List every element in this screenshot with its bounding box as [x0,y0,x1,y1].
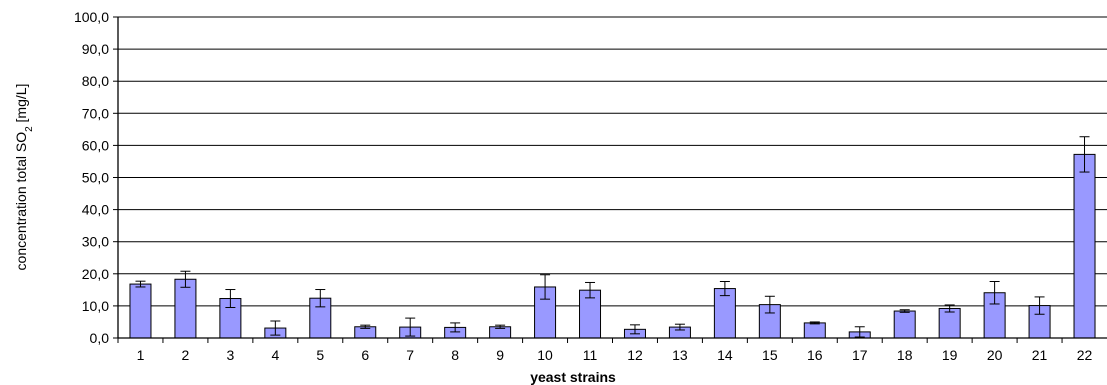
x-tick-label: 15 [762,347,778,363]
x-tick-label: 18 [897,347,913,363]
error-bar-strain-2 [180,270,191,288]
x-tick-label: 16 [807,347,823,363]
bars [129,153,1096,339]
error-bars [135,136,1090,338]
x-axis-title: yeast strains [530,369,616,385]
y-tick-label: 80,0 [82,73,109,89]
x-tick-label: 10 [537,347,553,363]
error-bar-strain-8 [450,322,461,333]
x-tick-label: 7 [406,347,414,363]
error-bar-strain-20 [989,281,1000,305]
x-tick-label: 22 [1077,347,1093,363]
error-bar-strain-13 [674,323,685,331]
error-bar-strain-14 [719,281,730,297]
x-tick-label: 9 [496,347,504,363]
error-bar-strain-9 [495,324,506,329]
x-tick-label: 11 [583,347,598,363]
x-tick-label: 6 [361,347,369,363]
x-tick-label: 13 [672,347,688,363]
y-tick-label: 0,0 [90,330,110,346]
x-tick-label: 1 [137,347,145,363]
bar-strain-19 [938,307,961,339]
x-tick-label: 5 [316,347,324,363]
error-bar-strain-21 [1034,296,1045,315]
error-bar-strain-3 [225,289,236,309]
bar-strain-1 [129,283,152,339]
x-tick-label: 8 [451,347,459,363]
error-bar-strain-4 [270,320,281,336]
bar-strain-2 [174,278,197,339]
error-bar-strain-18 [899,309,910,313]
y-tick-label: 50,0 [82,170,109,186]
y-axis-title-prefix: concentration total SO [13,132,29,271]
y-tick-label: 20,0 [82,266,109,282]
y-tick-label: 30,0 [82,234,109,250]
x-tick-label: 4 [271,347,279,363]
x-tick-label: 19 [942,347,958,363]
error-bar-strain-12 [629,324,640,335]
y-tick-label: 10,0 [82,298,109,314]
error-bar-strain-7 [405,317,416,337]
bar-strain-16 [803,322,826,339]
error-bar-strain-16 [809,321,820,325]
y-tick-label: 100,0 [74,9,109,25]
bar-strain-22 [1073,153,1096,339]
error-bar-strain-17 [854,326,865,338]
y-tick-label: 60,0 [82,137,109,153]
y-tick-labels: 0,0 10,0 20,0 30,0 40,0 50,0 60,0 70,0 80,0 90,0 1… [74,9,118,346]
x-tick-labels: 1 2 3 4 5 6 7 8 9 10 11 12 13 14 15 16 17 18 19 20 21 22 [117,338,1093,363]
y-tick-label: 70,0 [82,105,109,121]
x-tick-label: 21 [1032,347,1048,363]
x-tick-label: 14 [717,347,733,363]
error-bar-strain-11 [585,281,596,299]
gridlines [118,16,1107,307]
error-bar-strain-5 [315,289,326,308]
y-tick-label: 90,0 [82,41,109,57]
error-bar-strain-6 [360,324,371,329]
error-bar-strain-15 [764,295,775,314]
y-axis-title-suffix: [mg/L] [13,84,29,127]
x-tick-label: 12 [627,347,643,363]
x-tick-label: 17 [852,347,868,363]
x-tick-label: 20 [987,347,1003,363]
x-tick-label: 3 [226,347,234,363]
bar-strain-18 [893,310,916,339]
error-bar-strain-22 [1079,136,1090,173]
error-bar-strain-10 [540,274,551,300]
error-bar-strain-19 [944,304,955,313]
y-axis-title: concentration total SO2 [mg/L] [13,84,35,271]
y-axis-title-subscript: 2 [24,126,35,132]
error-bar-strain-1 [135,280,146,288]
x-tick-label: 2 [182,347,190,363]
y-tick-label: 40,0 [82,202,109,218]
